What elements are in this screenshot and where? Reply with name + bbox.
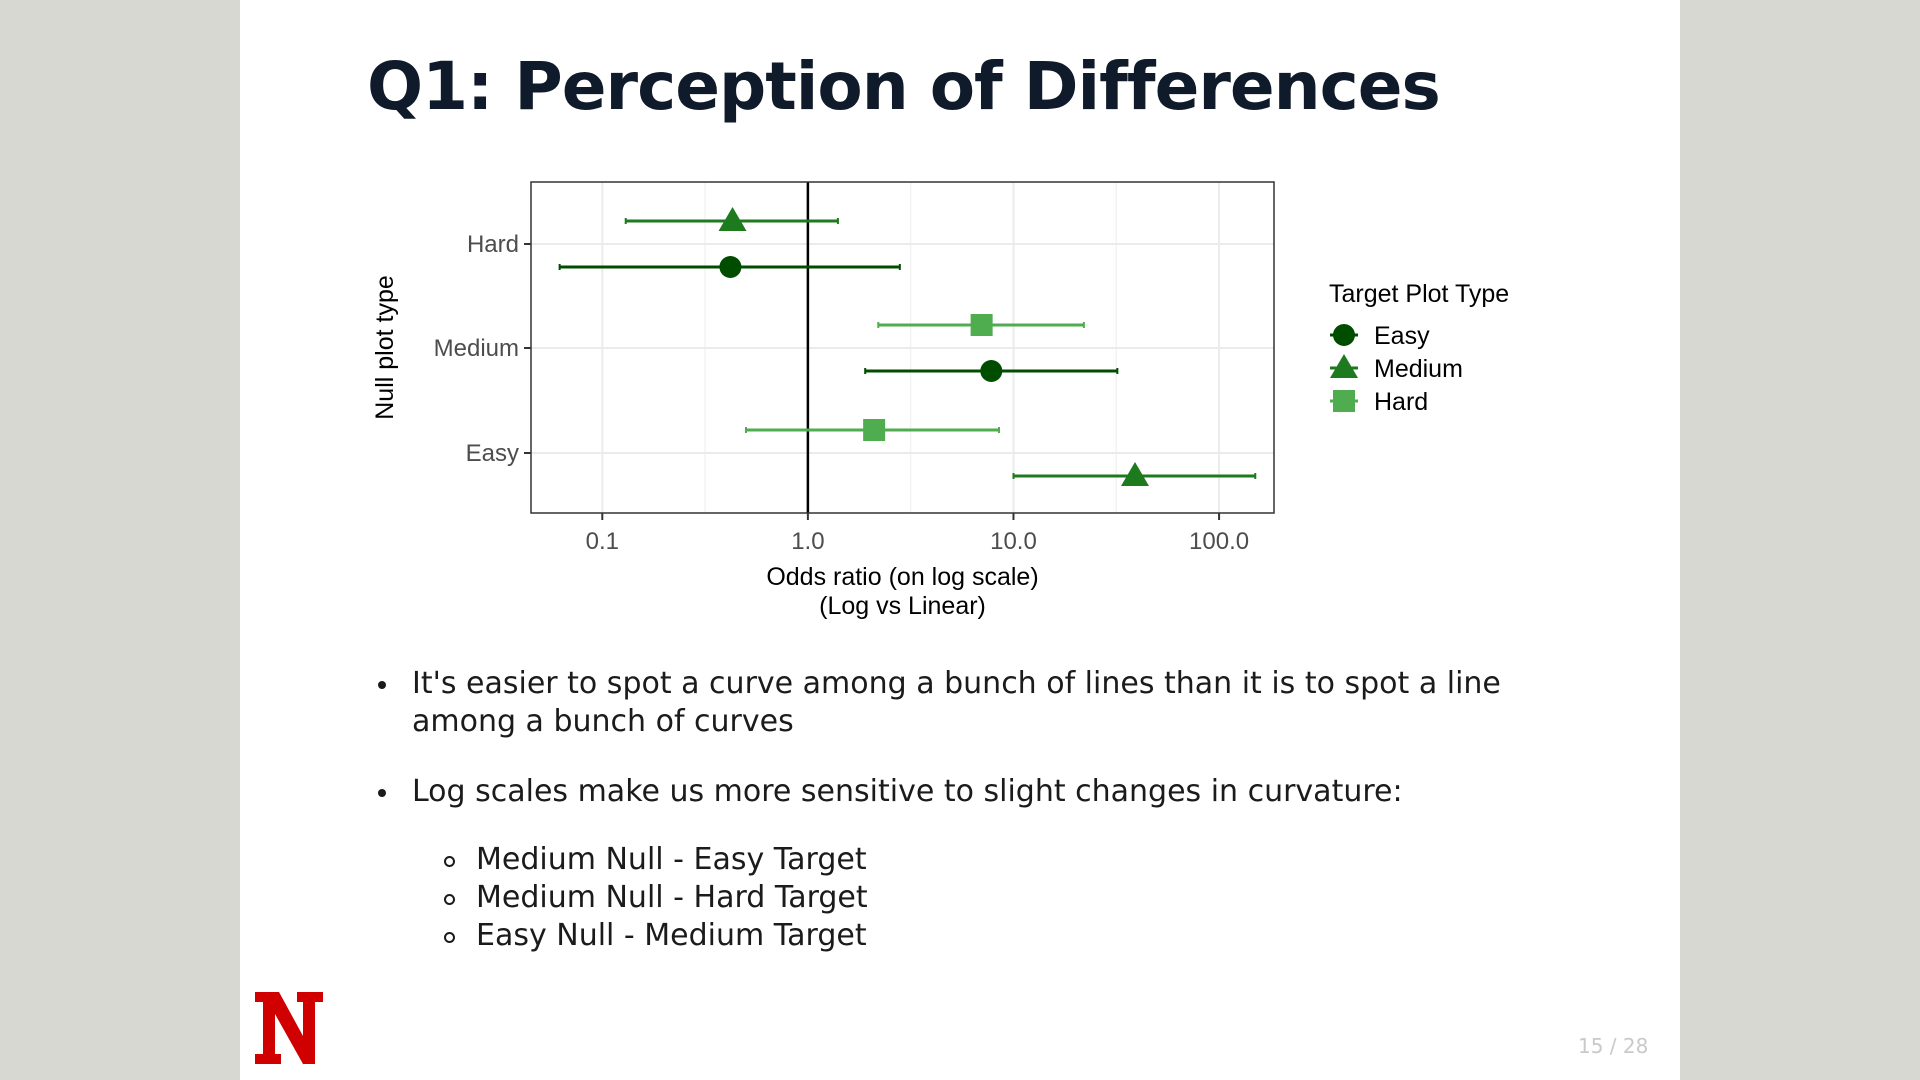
- legend-label: Medium: [1374, 355, 1463, 383]
- sub-bullet-item: Easy Null - Medium Target: [412, 917, 1570, 955]
- slide: Q1: Perception of Differences Easy Medium…: [240, 0, 1680, 1080]
- legend-key-circle: [1333, 324, 1355, 346]
- point-marker: [718, 207, 747, 231]
- sub-bullet-item: Medium Null - Easy Target: [412, 841, 1570, 879]
- nebraska-n-logo: [255, 992, 323, 1064]
- x-tick-label: 1.0: [791, 528, 824, 555]
- x-tick-label: 100.0: [1189, 528, 1249, 555]
- sub-bullet-list: Medium Null - Easy Target Medium Null - …: [412, 841, 1570, 955]
- y-tick-label: Medium: [434, 335, 519, 362]
- point-marker: [1120, 462, 1149, 486]
- point-marker: [980, 360, 1003, 382]
- odds-ratio-chart: Easy Medium Hard 0.1 1.0 10.0 100.0 Odds ratio …: [371, 181, 1509, 620]
- page-number: 15 / 28: [1578, 1034, 1649, 1058]
- logo-n-shape: [255, 992, 323, 1064]
- point-marker: [970, 314, 993, 336]
- slide-title: Q1: Perception of Differences: [367, 48, 1441, 125]
- legend-label: Easy: [1374, 322, 1430, 350]
- sub-bullet-item: Medium Null - Hard Target: [412, 879, 1570, 917]
- x-tick-label: 0.1: [586, 528, 619, 555]
- legend-key-square: [1333, 390, 1355, 412]
- legend-key-triangle: [1330, 354, 1358, 378]
- legend-label: Hard: [1374, 388, 1428, 416]
- y-tick-label: Easy: [466, 440, 519, 467]
- point-marker: [863, 419, 886, 441]
- bullet-text: Log scales make us more sensitive to sli…: [412, 774, 1403, 809]
- x-axis-title: (Log vs Linear): [819, 592, 986, 620]
- legend-title: Target Plot Type: [1329, 280, 1509, 308]
- bullet-item: Log scales make us more sensitive to sli…: [370, 773, 1570, 955]
- y-tick-label: Hard: [467, 231, 519, 258]
- x-axis-title: Odds ratio (on log scale): [766, 563, 1038, 591]
- point-marker: [719, 256, 742, 278]
- x-tick-label: 10.0: [990, 528, 1037, 555]
- bullet-item: It's easier to spot a curve among a bunc…: [370, 665, 1570, 741]
- bullet-list: It's easier to spot a curve among a bunc…: [370, 665, 1570, 987]
- y-axis-title: Null plot type: [371, 275, 399, 420]
